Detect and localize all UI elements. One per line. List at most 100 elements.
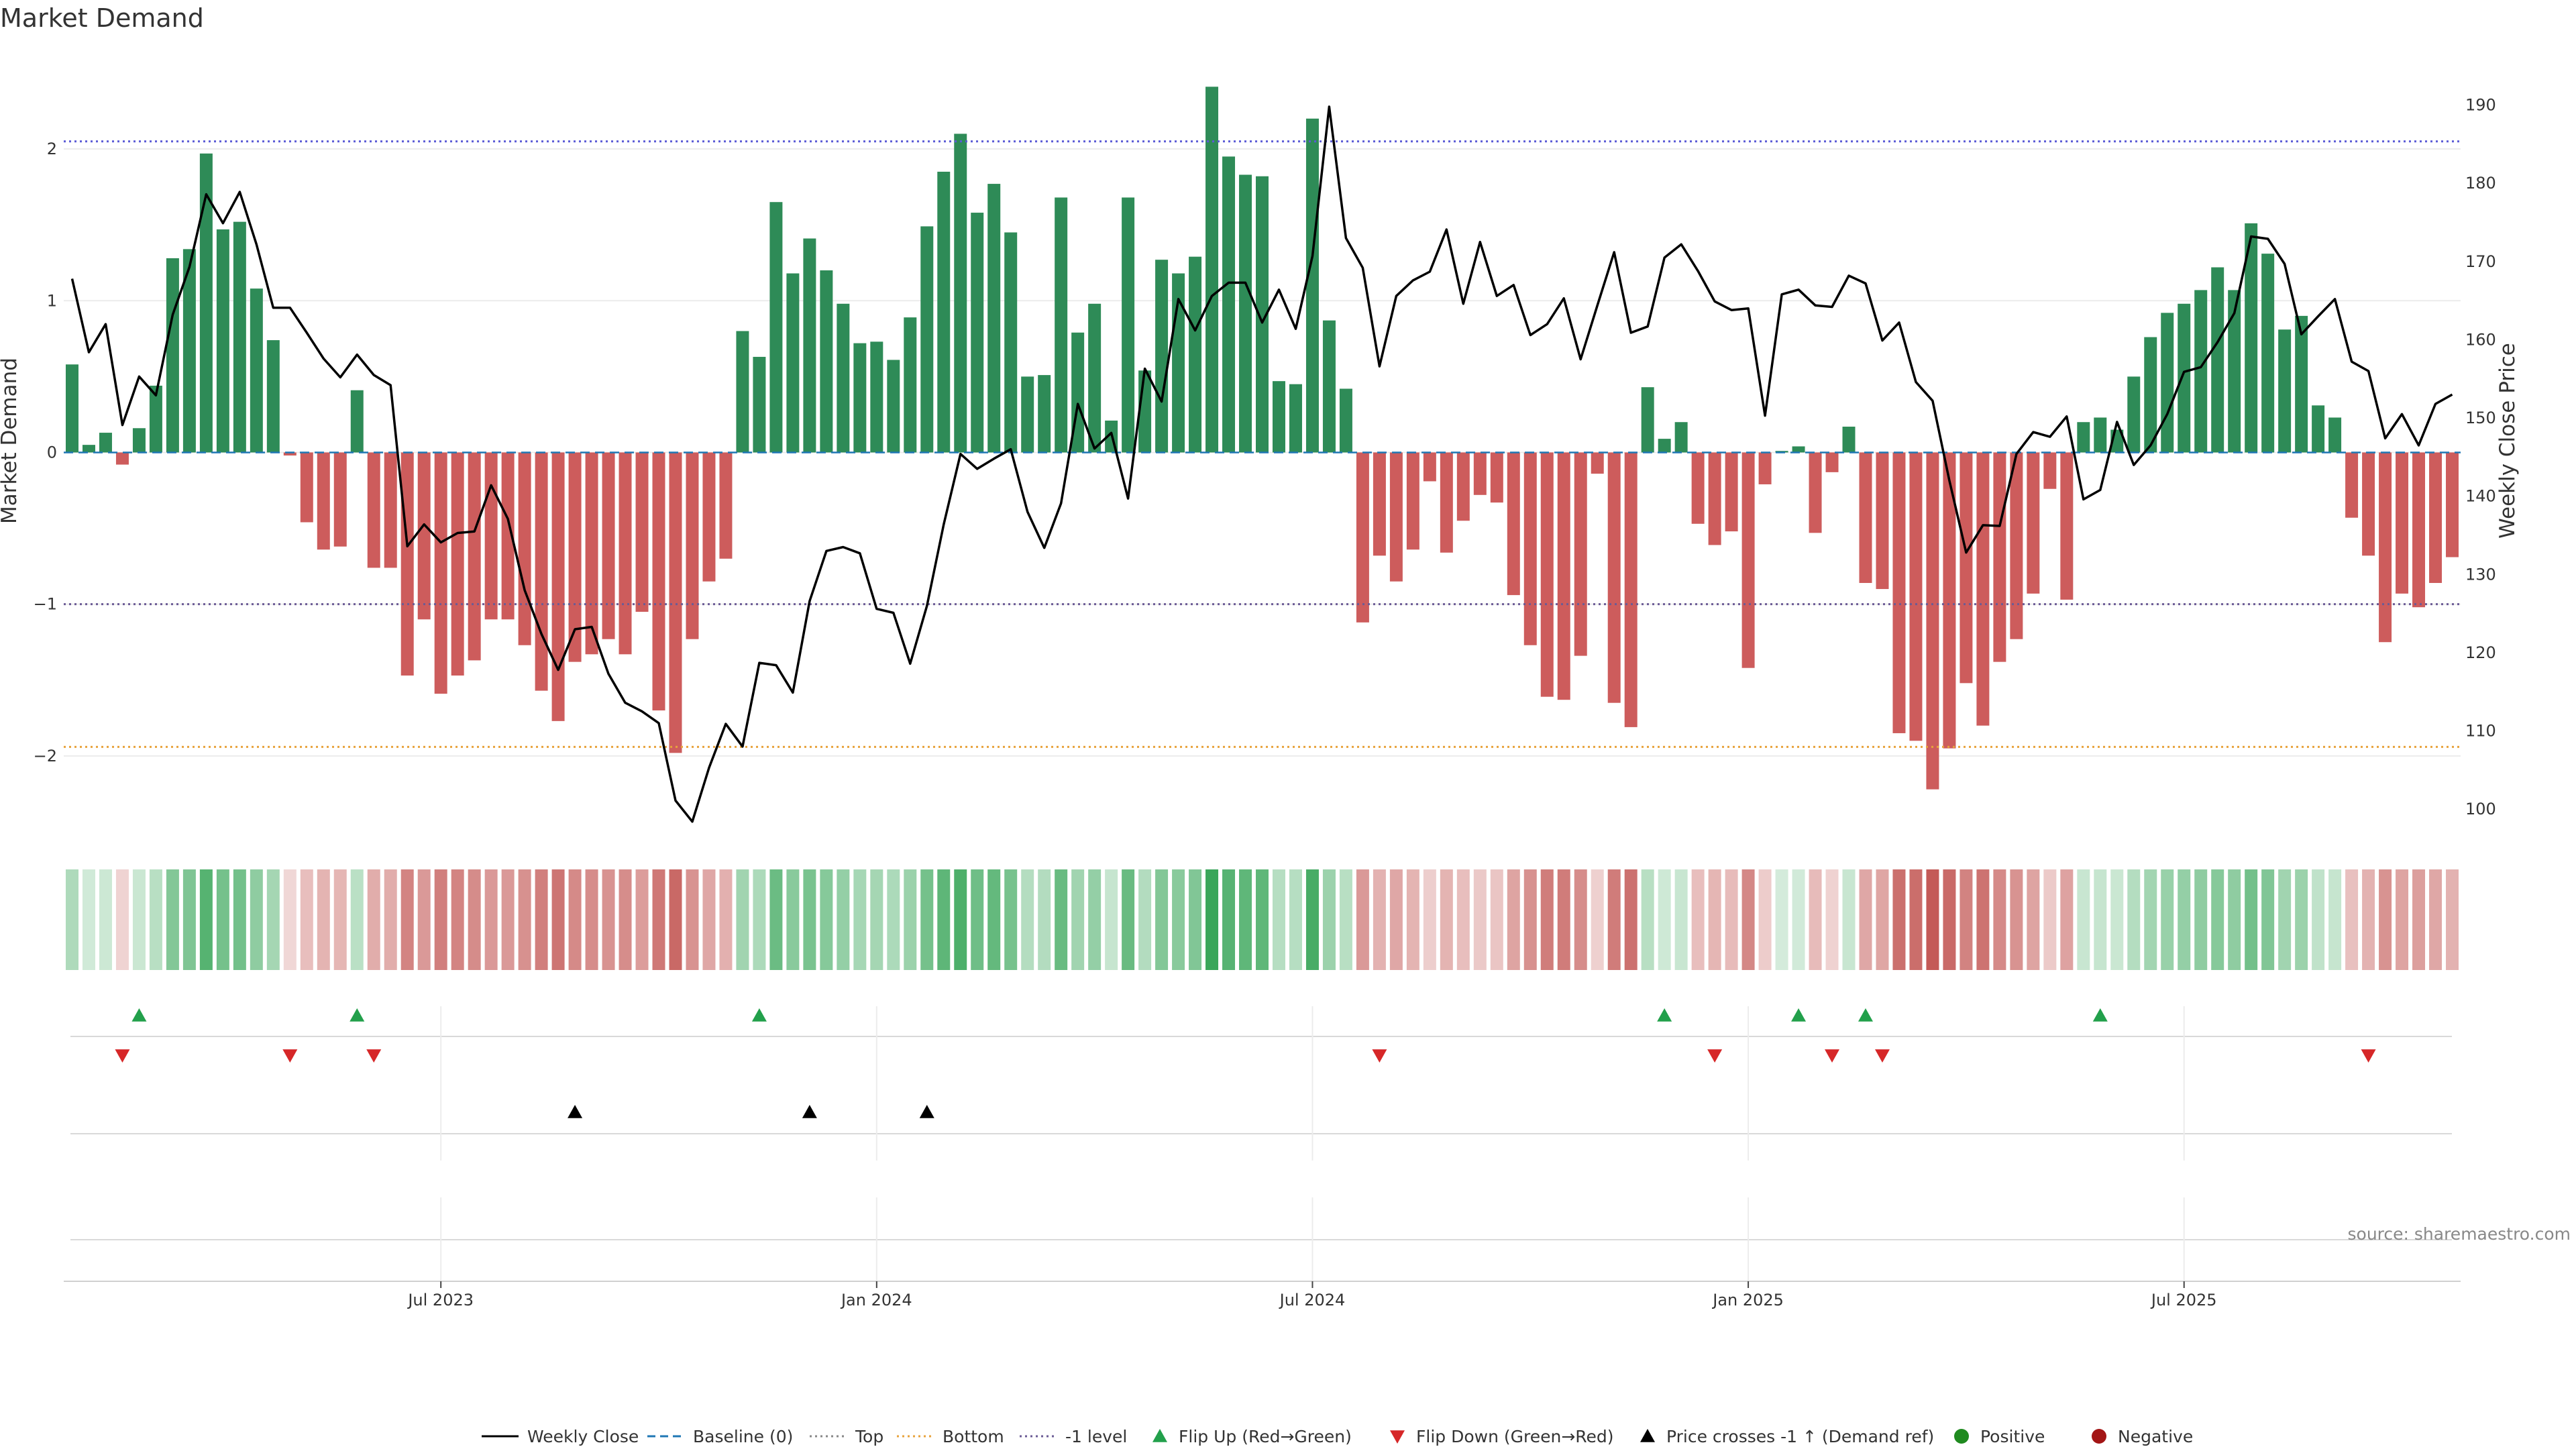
- demand-bar-negative: [468, 452, 481, 661]
- heat-cell-positive: [1004, 869, 1018, 970]
- heat-cell-positive: [904, 869, 917, 970]
- heat-cell-positive: [82, 869, 95, 970]
- heat-cell-negative: [585, 869, 598, 970]
- demand-bar-negative: [1976, 452, 1990, 726]
- demand-bar-negative: [1389, 452, 1403, 582]
- demand-bar-positive: [199, 153, 213, 453]
- demand-bar-negative: [1373, 452, 1386, 556]
- demand-bar-negative: [384, 452, 397, 568]
- heat-cell-positive: [2312, 869, 2325, 970]
- heat-cell-positive: [65, 869, 78, 970]
- demand-bar-negative: [2362, 452, 2375, 556]
- heat-cell-positive: [920, 869, 934, 970]
- heat-cell-negative: [2043, 869, 2057, 970]
- heat-cell-negative: [1473, 869, 1487, 970]
- demand-bar-positive: [2127, 376, 2141, 453]
- demand-bar-positive: [2178, 303, 2191, 453]
- demand-bar-positive: [1155, 260, 1169, 453]
- price-cross-marker: [919, 1105, 934, 1118]
- demand-bar-positive: [1339, 388, 1352, 453]
- demand-bar-negative: [2010, 452, 2023, 639]
- x-tick-label: Jul 2025: [2150, 1291, 2217, 1309]
- heat-cell-negative: [1591, 869, 1604, 970]
- heat-cell-negative: [1523, 869, 1537, 970]
- x-tick-label: Jan 2025: [1711, 1291, 1784, 1309]
- demand-bar-positive: [1189, 256, 1202, 453]
- demand-bar-negative: [1691, 452, 1705, 524]
- demand-bar-negative: [719, 452, 733, 559]
- demand-bar-negative: [1909, 452, 1923, 741]
- demand-bar-negative: [1473, 452, 1487, 495]
- heat-cell-positive: [233, 869, 246, 970]
- heat-cell-negative: [602, 869, 615, 970]
- demand-bar-negative: [367, 452, 380, 568]
- legend-swatch: [2092, 1429, 2106, 1444]
- heat-cell-negative: [518, 869, 531, 970]
- demand-bar-negative: [501, 452, 515, 620]
- demand-bar-positive: [1239, 174, 1252, 453]
- demand-bar-positive: [1038, 375, 1051, 453]
- demand-bar-negative: [1708, 452, 1721, 545]
- y-tick-label: 0: [47, 443, 57, 462]
- heat-cell-positive: [987, 869, 1001, 970]
- demand-bar-positive: [2312, 405, 2325, 453]
- heat-cell-negative: [652, 869, 665, 970]
- heat-cell-positive: [199, 869, 213, 970]
- demand-bar-positive: [1842, 427, 1856, 453]
- demand-bar-positive: [266, 340, 280, 453]
- heat-cell-negative: [434, 869, 447, 970]
- heat-cell-positive: [1055, 869, 1068, 970]
- heat-cell-positive: [1792, 869, 1805, 970]
- heat-cell-positive: [2278, 869, 2292, 970]
- heat-cell-positive: [786, 869, 800, 970]
- demand-bar-negative: [1960, 452, 1973, 684]
- legend-swatch: [1640, 1429, 1655, 1442]
- heat-cell-positive: [2328, 869, 2342, 970]
- heat-cell-negative: [1708, 869, 1721, 970]
- heat-cell-negative: [686, 869, 699, 970]
- heat-cell-negative: [1909, 869, 1923, 970]
- heat-cell-positive: [1322, 869, 1336, 970]
- weekly-close-series: [70, 105, 2453, 823]
- heat-cell-positive: [2194, 869, 2208, 970]
- flip-up-marker: [751, 1008, 767, 1022]
- heat-cell-negative: [1373, 869, 1386, 970]
- heat-cell-negative: [2027, 869, 2040, 970]
- y2-tick-label: 180: [2465, 174, 2496, 193]
- legend-label: Negative: [2118, 1427, 2193, 1446]
- demand-bar-negative: [1540, 452, 1554, 697]
- heat-cell-negative: [1574, 869, 1587, 970]
- demand-bar-positive: [2295, 315, 2308, 453]
- heat-cell-positive: [1674, 869, 1688, 970]
- heat-cell-negative: [300, 869, 313, 970]
- flip-down-marker: [1707, 1049, 1723, 1063]
- legend-label: Baseline (0): [693, 1427, 793, 1446]
- demand-bar-negative: [568, 452, 582, 662]
- demand-bar-negative: [535, 452, 548, 691]
- demand-bar-negative: [2060, 452, 2074, 600]
- flip-down-marker: [366, 1049, 382, 1063]
- heat-cell-positive: [216, 869, 229, 970]
- heat-cell-negative: [1490, 869, 1503, 970]
- demand-bar-negative: [283, 452, 297, 455]
- demand-bar-negative: [669, 452, 682, 753]
- flip-up-marker: [2092, 1008, 2108, 1022]
- heat-cell-positive: [350, 869, 364, 970]
- demand-bar-negative: [1624, 452, 1638, 727]
- heat-cell-negative: [1758, 869, 1772, 970]
- heat-cell-negative: [1624, 869, 1638, 970]
- heat-cell-negative: [2060, 869, 2074, 970]
- demand-bar-negative: [702, 452, 716, 582]
- demand-bar-negative: [2429, 452, 2443, 584]
- demand-bar-negative: [1406, 452, 1419, 550]
- heat-cell-negative: [451, 869, 464, 970]
- heat-cell-positive: [149, 869, 162, 970]
- heat-cell-negative: [1960, 869, 1973, 970]
- demand-bar-negative: [602, 452, 615, 639]
- flip-up-marker: [1791, 1008, 1807, 1022]
- demand-bar-positive: [1256, 176, 1269, 453]
- x-tick-label: Jul 2024: [1279, 1291, 1346, 1309]
- demand-bar-negative: [1440, 452, 1453, 553]
- heat-cell-positive: [1122, 869, 1135, 970]
- demand-bar-negative: [585, 452, 598, 655]
